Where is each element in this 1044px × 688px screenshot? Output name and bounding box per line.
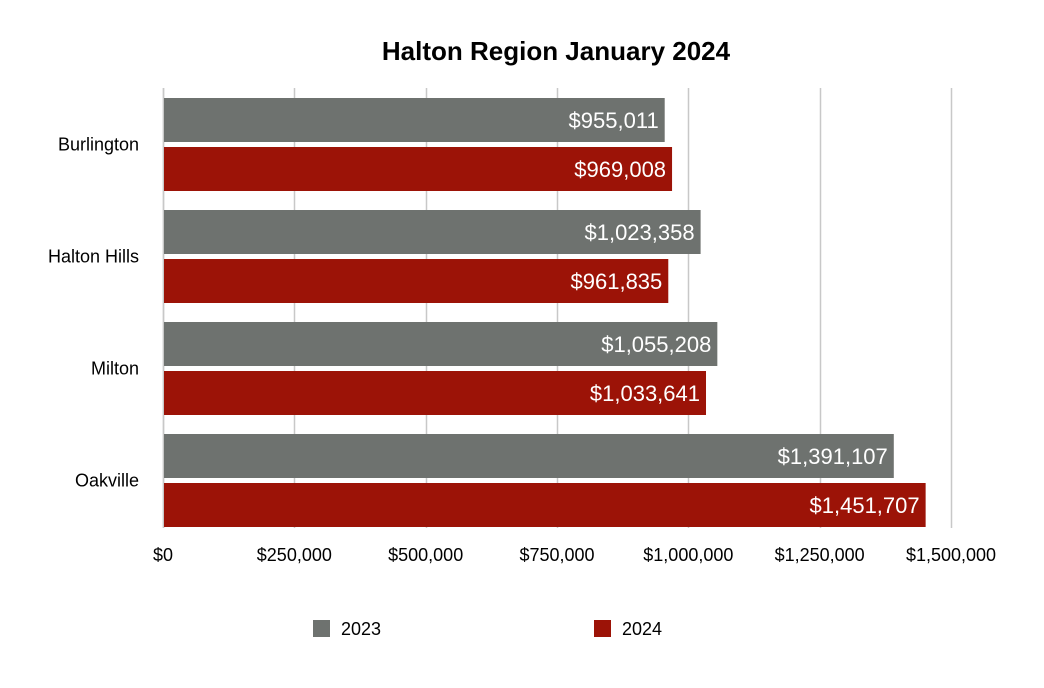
legend-label-2024: 2024 [622,619,662,639]
category-label: Milton [91,359,139,379]
data-label: $1,033,641 [590,381,700,406]
bar-2024-burlington [164,147,673,191]
legend-swatch-2023 [313,620,330,637]
category-label: Oakville [75,471,139,491]
bar-2023-milton [164,322,718,366]
data-label: $969,008 [574,157,666,182]
chart-title: Halton Region January 2024 [382,36,731,66]
bars: $955,011 $969,008 $1,023,358 $961,835 $1,055… [164,98,926,527]
legend: 2023 2024 [313,619,662,639]
x-tick-label: $500,000 [388,545,463,565]
legend-swatch-2024 [594,620,611,637]
bar-2023-halton-hills [164,210,701,254]
data-label: $1,391,107 [778,444,888,469]
x-tick-label: $1,500,000 [906,545,996,565]
bar-2023-burlington [164,98,665,142]
x-tick-label: $750,000 [519,545,594,565]
x-tick-label: $250,000 [257,545,332,565]
x-axis-tick-labels: $0 $250,000 $500,000 $750,000 $1,000,000 $1,2… [153,545,996,565]
x-tick-label: $0 [153,545,173,565]
data-label: $1,451,707 [810,493,920,518]
data-label: $1,023,358 [584,220,694,245]
category-label: Burlington [58,135,139,155]
category-labels: Burlington Halton Hills Milton Oakville [48,135,139,491]
legend-label-2023: 2023 [341,619,381,639]
bar-2023-oakville [164,434,894,478]
data-label: $1,055,208 [601,332,711,357]
x-tick-label: $1,250,000 [775,545,865,565]
category-label: Halton Hills [48,247,139,267]
bar-2024-halton-hills [164,259,669,303]
data-label: $961,835 [571,269,663,294]
bar-2024-milton [164,371,707,415]
bar-2024-oakville [164,483,926,527]
x-tick-label: $1,000,000 [643,545,733,565]
data-label: $955,011 [569,108,659,133]
